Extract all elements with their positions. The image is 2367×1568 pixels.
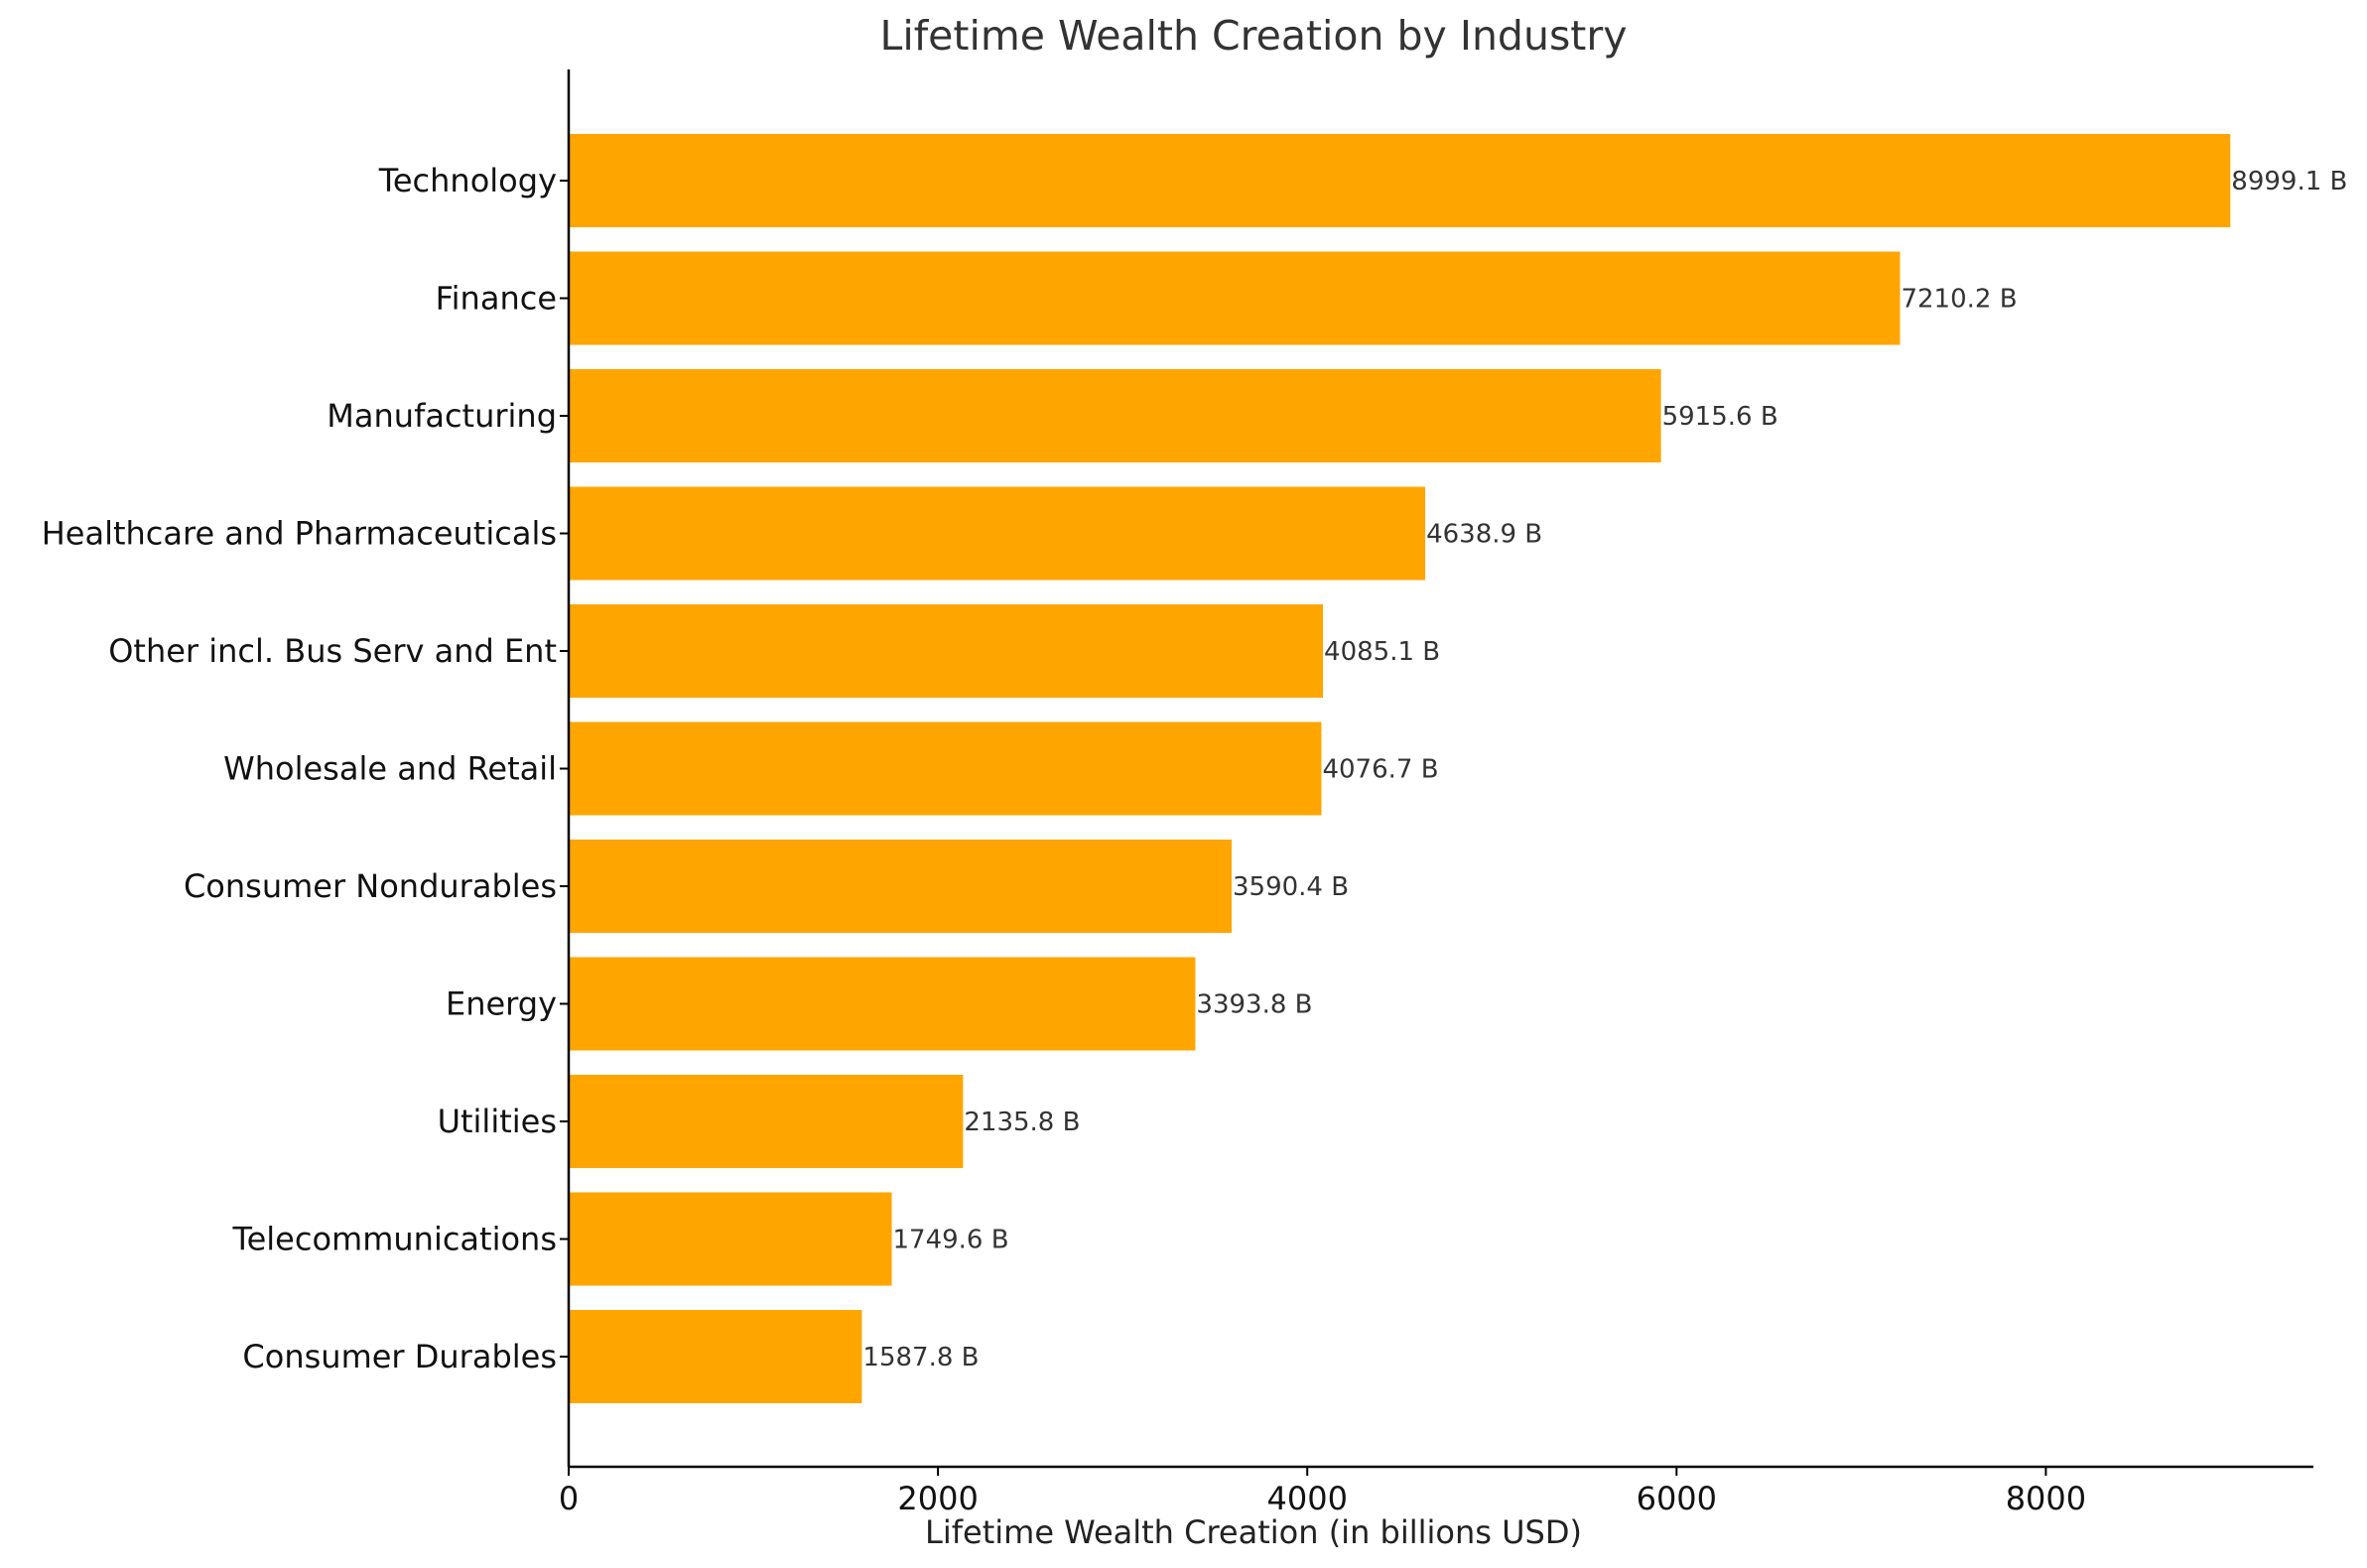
x-tick-label: 6000 (1637, 1480, 1717, 1517)
bar-value-label: 4638.9 B (1426, 520, 1542, 550)
chart-title: Lifetime Wealth Creation by Industry (880, 12, 1628, 60)
bar (569, 604, 1324, 698)
y-tick-label: Energy (446, 985, 557, 1023)
y-tick-label: Manufacturing (327, 397, 557, 435)
bar-value-label: 5915.6 B (1662, 402, 1778, 432)
value-labels-group: 8999.1 B 7210.2 B 5915.6 B 4638.9 B 4085.1 B… (862, 167, 2347, 1372)
bar-value-label: 3393.8 B (1196, 990, 1312, 1020)
bar (569, 1075, 964, 1168)
bar-value-label: 2135.8 B (964, 1108, 1080, 1137)
x-tick-label: 0 (559, 1480, 579, 1517)
y-tick-label: Wholesale and Retail (223, 750, 557, 788)
bar (569, 1192, 892, 1286)
bar (569, 957, 1196, 1051)
bar-value-label: 1749.6 B (893, 1226, 1009, 1255)
y-tick-label: Utilities (438, 1103, 557, 1140)
y-tick-label: Healthcare and Pharmaceuticals (42, 515, 557, 553)
x-tick-label: 2000 (897, 1480, 978, 1517)
bar-value-label: 3590.4 B (1233, 872, 1349, 902)
bar (569, 251, 1901, 345)
y-axis-ticks: Technology Finance Manufacturing Healthcare… (42, 162, 569, 1375)
bars-group (569, 134, 2231, 1403)
bar (569, 721, 1322, 816)
bar-value-label: 7210.2 B (1901, 285, 2017, 315)
y-tick-label: Technology (378, 162, 557, 199)
bar (569, 1310, 862, 1403)
bar-value-label: 4085.1 B (1324, 637, 1440, 667)
bar (569, 840, 1232, 933)
x-axis-ticks: 0 2000 4000 6000 8000 (559, 1467, 2086, 1517)
bar (569, 134, 2231, 227)
bar (569, 486, 1426, 581)
bar-value-label: 8999.1 B (2231, 167, 2347, 196)
bar-value-label: 1587.8 B (862, 1343, 979, 1372)
y-tick-label: Consumer Nondurables (184, 867, 557, 905)
y-tick-label: Telecommunications (231, 1221, 557, 1258)
x-tick-label: 8000 (2006, 1480, 2086, 1517)
y-tick-label: Other incl. Bus Serv and Ent (108, 632, 557, 670)
y-tick-label: Finance (436, 280, 557, 318)
y-tick-label: Consumer Durables (242, 1338, 557, 1375)
x-tick-label: 4000 (1266, 1480, 1347, 1517)
x-axis-label: Lifetime Wealth Creation (in billions US… (925, 1513, 1582, 1551)
bar (569, 369, 1661, 462)
bar-value-label: 4076.7 B (1322, 755, 1438, 785)
